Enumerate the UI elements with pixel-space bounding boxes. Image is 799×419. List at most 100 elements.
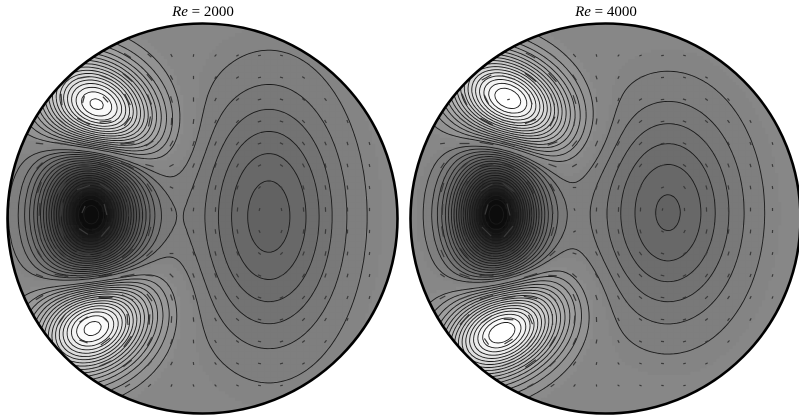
contour-line <box>488 204 505 225</box>
velocity-arrow <box>594 162 599 169</box>
velocity-arrow <box>192 119 195 124</box>
velocity-arrow <box>279 318 284 321</box>
velocity-arrow <box>481 226 492 237</box>
velocity-arrow <box>98 250 113 257</box>
velocity-arrow <box>439 273 446 278</box>
velocity-arrow <box>302 229 305 234</box>
contour-line <box>467 177 526 252</box>
velocity-arrow <box>235 295 240 300</box>
velocity-arrow <box>169 140 174 147</box>
velocity-arrow <box>145 163 154 168</box>
velocity-arrow <box>523 272 538 279</box>
velocity-arrow <box>439 295 446 300</box>
velocity-arrow <box>683 54 686 57</box>
velocity-arrow <box>77 75 90 80</box>
velocity-arrow <box>571 140 578 147</box>
velocity-arrow <box>704 340 709 343</box>
velocity-arrow <box>529 202 532 217</box>
velocity-arrow <box>235 163 240 168</box>
velocity-arrow <box>572 361 577 366</box>
velocity-arrow <box>214 317 217 322</box>
velocity-arrow <box>100 226 111 237</box>
velocity-arrow <box>280 384 283 387</box>
velocity-arrow <box>550 227 555 236</box>
velocity-arrow <box>120 142 135 145</box>
velocity-arrow <box>523 142 538 145</box>
contour-line <box>33 153 307 280</box>
velocity-arrow <box>459 117 470 126</box>
velocity-arrow <box>35 294 44 301</box>
velocity-arrow <box>103 203 108 216</box>
velocity-arrow <box>236 384 239 387</box>
velocity-arrow <box>122 359 133 368</box>
velocity-arrow <box>549 360 556 367</box>
velocity-arrow <box>595 294 598 301</box>
velocity-arrow <box>727 185 730 190</box>
velocity-arrow <box>501 273 516 278</box>
velocity-arrow <box>145 250 154 257</box>
velocity-arrow <box>638 76 643 79</box>
velocity-arrow <box>459 273 470 278</box>
velocity-arrow <box>192 295 195 300</box>
velocity-arrow <box>524 72 537 83</box>
velocity-arrow <box>346 163 349 168</box>
velocity-arrow <box>682 251 687 256</box>
velocity-arrow <box>192 251 195 256</box>
velocity-arrow <box>501 360 516 367</box>
velocity-arrow <box>594 140 599 147</box>
velocity-arrow <box>572 95 577 104</box>
velocity-arrow <box>479 250 494 257</box>
velocity-arrow <box>572 293 577 302</box>
velocity-arrow <box>440 142 445 145</box>
velocity-arrow <box>192 384 195 387</box>
velocity-arrow <box>617 229 620 234</box>
velocity-arrow <box>480 183 493 192</box>
velocity-arrow <box>501 249 516 258</box>
velocity-arrow <box>301 340 306 343</box>
velocity-arrow <box>126 313 129 326</box>
velocity-arrow <box>368 163 371 168</box>
velocity-arrow <box>98 141 113 146</box>
velocity-arrow <box>146 293 153 302</box>
velocity-arrow <box>214 54 217 57</box>
velocity-arrow <box>236 185 239 190</box>
velocity-arrow <box>55 161 68 170</box>
velocity-arrow <box>461 224 468 239</box>
velocity-arrow <box>126 202 129 217</box>
velocity-arrow <box>683 229 686 234</box>
velocity-arrow <box>638 163 643 168</box>
velocity-arrow <box>279 54 284 57</box>
velocity-arrow <box>771 142 774 145</box>
contour-line <box>66 83 123 351</box>
velocity-arrow <box>170 338 173 345</box>
velocity-arrow <box>35 142 44 145</box>
contour-panel-left <box>6 22 399 415</box>
velocity-arrow <box>257 120 262 123</box>
velocity-arrow <box>503 318 514 321</box>
velocity-arrow <box>479 294 494 301</box>
velocity-arrow <box>527 314 534 325</box>
velocity-arrow <box>749 273 752 278</box>
velocity-arrow <box>120 162 135 169</box>
velocity-arrow <box>258 229 261 234</box>
contour-line <box>51 170 132 260</box>
velocity-arrow <box>146 360 153 367</box>
contour-line <box>448 158 681 271</box>
velocity-arrow <box>527 383 534 388</box>
velocity-arrow <box>124 224 131 239</box>
velocity-arrow <box>81 205 86 214</box>
velocity-arrow <box>301 362 306 365</box>
velocity-arrow <box>749 317 752 322</box>
velocity-arrow <box>480 315 493 324</box>
velocity-arrow <box>617 317 620 322</box>
velocity-arrow <box>257 340 262 343</box>
velocity-arrow <box>257 296 262 299</box>
velocity-arrow <box>682 296 687 299</box>
velocity-arrow <box>727 317 730 322</box>
velocity-arrow <box>192 163 195 168</box>
velocity-arrow <box>549 52 556 59</box>
velocity-arrow <box>504 338 513 345</box>
velocity-arrow <box>727 273 730 278</box>
velocity-arrow <box>771 251 774 256</box>
velocity-arrow <box>214 362 217 365</box>
